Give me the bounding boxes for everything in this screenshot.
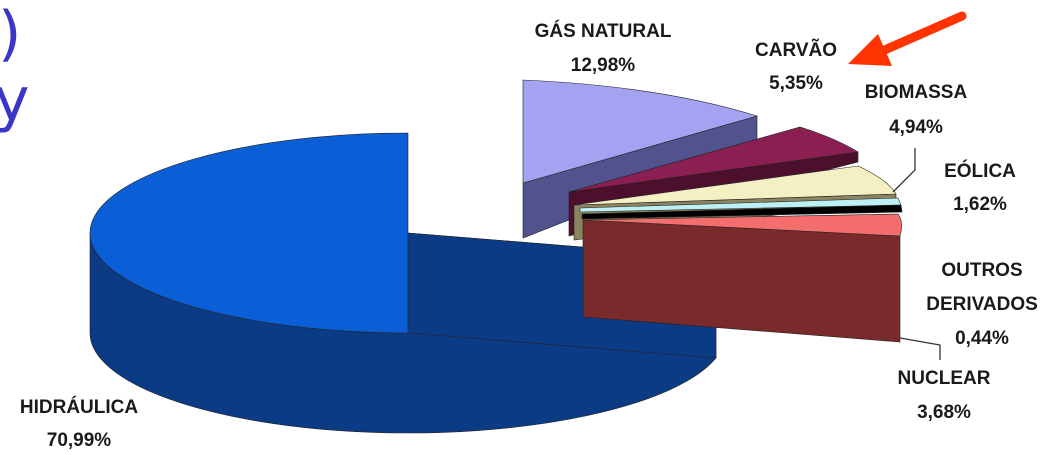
- label-outros-line1: OUTROS: [941, 260, 1022, 281]
- slice-outros-derivados: [581, 204, 903, 220]
- slice-biomassa-top: [573, 165, 897, 206]
- label-nuclear-value: 3,68%: [917, 402, 971, 423]
- label-gas-natural-name: GÁS NATURAL: [535, 20, 672, 42]
- label-nuclear-name: NUCLEAR: [898, 368, 991, 389]
- label-outros-line2: DERIVADOS: [926, 294, 1038, 315]
- label-eolica-value: 1,62%: [953, 194, 1007, 215]
- slice-outros-derivados-top: [581, 204, 903, 220]
- label-carvao-value: 5,35%: [769, 73, 823, 94]
- leader-line-outros: [899, 337, 941, 360]
- heading-fragment-y: y: [0, 65, 30, 135]
- slice-gas-natural-top: [522, 79, 759, 184]
- label-hidraulica-value: 70,99%: [47, 430, 112, 451]
- label-carvao-name: CARVÃO: [755, 39, 837, 61]
- highlight-arrow: [848, 11, 967, 66]
- slice-nuclear: [582, 213, 902, 343]
- leader-line-eolica: [892, 148, 916, 193]
- label-biomassa-name: BIOMASSA: [865, 82, 968, 103]
- slice-carvao-top: [568, 126, 859, 193]
- label-gas-natural-value: 12,98%: [571, 55, 636, 76]
- label-biomassa-value: 4,94%: [889, 117, 943, 138]
- label-eolica-name: EÓLICA: [944, 160, 1016, 182]
- heading-fragment-paren: ): [0, 0, 22, 69]
- slice-nuclear-top: [582, 213, 902, 237]
- label-outros-value: 0,44%: [955, 328, 1009, 349]
- label-hidraulica-name: HIDRÁULICA: [20, 396, 138, 418]
